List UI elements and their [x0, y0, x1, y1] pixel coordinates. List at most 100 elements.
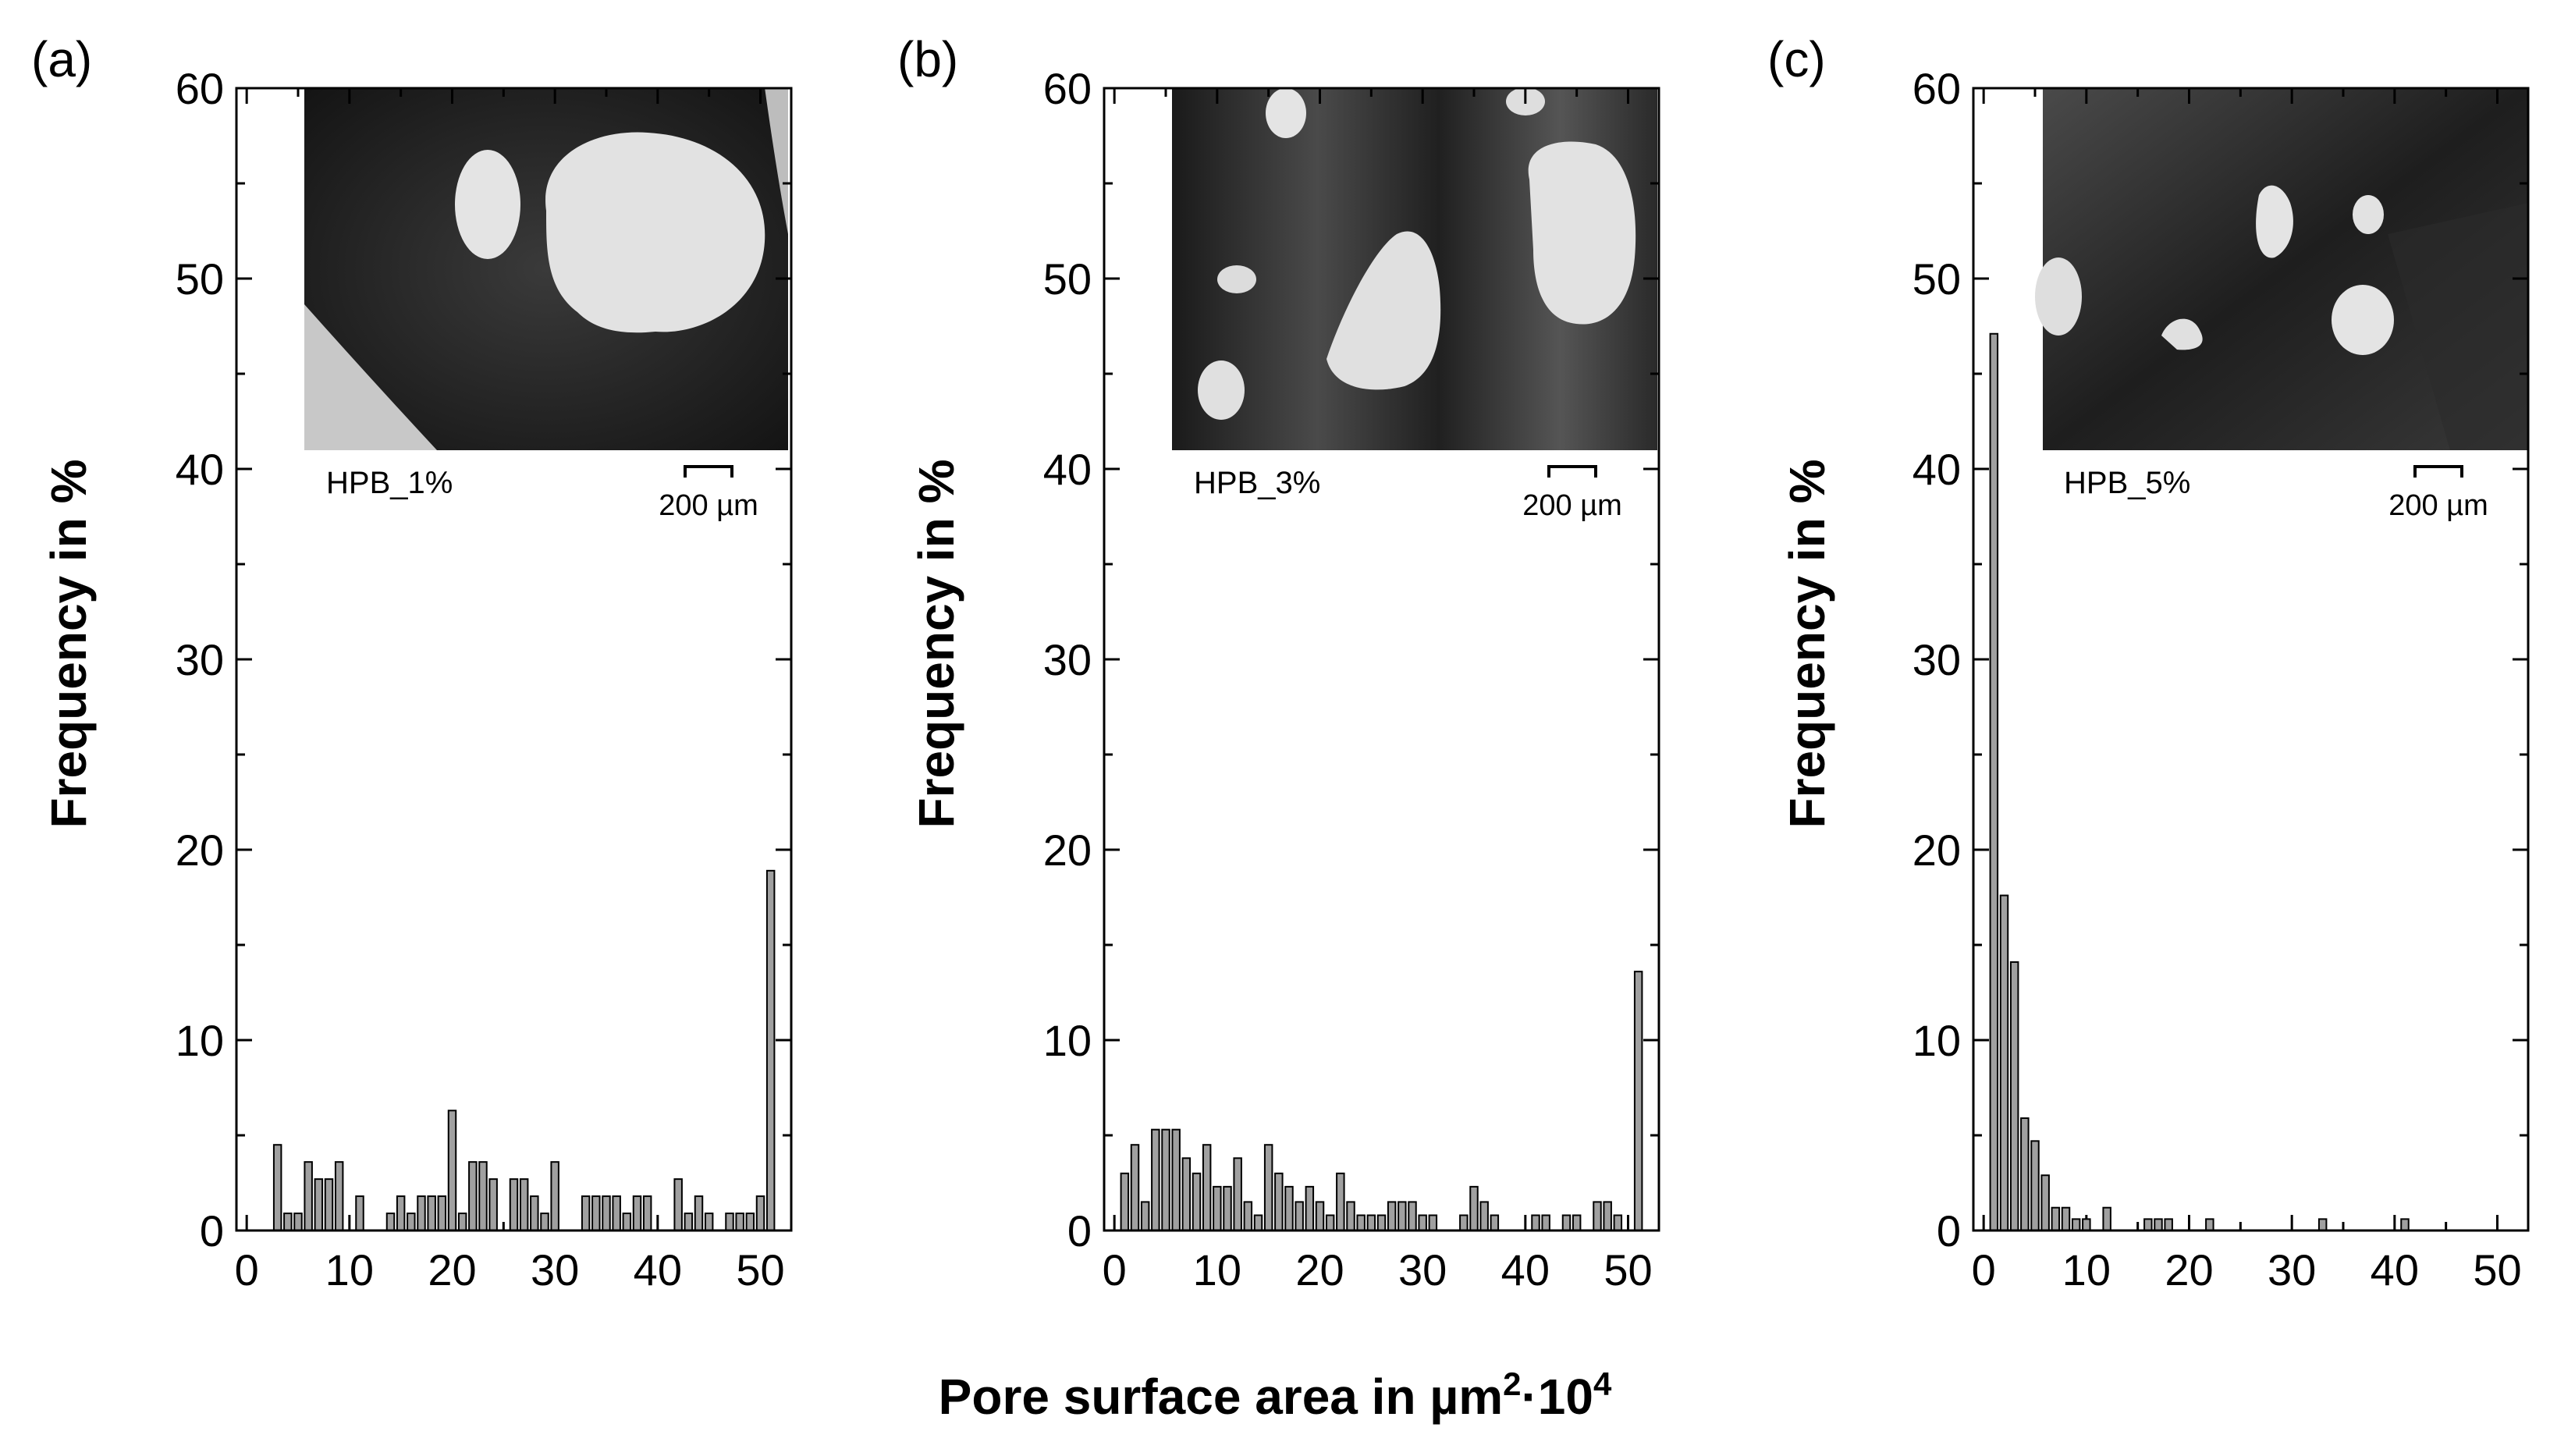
y-tick-label: 40: [176, 445, 224, 494]
histogram-bar: [1263, 1144, 1273, 1231]
histogram-bar: [591, 1195, 601, 1231]
histogram-bar: [1274, 1172, 1284, 1232]
inset-sample-label: HPB_3%: [1194, 466, 1320, 500]
histogram-bar: [1633, 971, 1643, 1232]
x-tick-label: 20: [2165, 1245, 2213, 1294]
y-axis-label: Frequency in %: [1779, 460, 1835, 829]
y-ticks: 0 10 20 30 40 50 60: [1043, 64, 1659, 1255]
histogram-bar: [385, 1213, 396, 1232]
histogram-bar: [427, 1195, 436, 1231]
histogram-bar: [1161, 1128, 1170, 1232]
bars: [1989, 332, 2410, 1232]
y-tick-label: 30: [1043, 635, 1092, 684]
histogram-bar: [1603, 1201, 1612, 1232]
x-tick-label: 0: [235, 1245, 259, 1294]
histogram-bar: [396, 1195, 406, 1231]
x-tick-label: 10: [325, 1245, 374, 1294]
histogram-bar: [1284, 1185, 1294, 1232]
histogram-bar: [1233, 1157, 1242, 1232]
axes-frame: [1103, 87, 1660, 1232]
micrograph-inset: [1172, 87, 1657, 450]
histogram-bar: [1305, 1185, 1315, 1232]
histogram-bar: [2040, 1174, 2050, 1231]
histogram-bar: [550, 1161, 559, 1232]
x-tick-label: 20: [428, 1245, 476, 1294]
histogram-bar: [642, 1195, 652, 1231]
histogram-bar: [1376, 1214, 1387, 1231]
histogram-bar: [735, 1213, 744, 1232]
y-tick-label: 60: [176, 64, 224, 113]
bars: [272, 869, 776, 1232]
histogram-bar: [2400, 1218, 2410, 1231]
histogram-bar: [755, 1195, 765, 1231]
histogram-bar: [447, 1110, 457, 1232]
histogram-bar: [704, 1213, 714, 1232]
x-tick-label: 50: [1604, 1245, 1652, 1294]
histogram-bar: [468, 1161, 478, 1232]
histogram-bar: [1181, 1157, 1192, 1232]
x-tick-label: 40: [2371, 1245, 2419, 1294]
histogram-bar: [509, 1178, 519, 1231]
histogram-bar: [283, 1213, 293, 1232]
histogram-bar: [1295, 1201, 1304, 1232]
x-title-mid: ·10: [1521, 1369, 1593, 1425]
scale-bar: [1547, 465, 1597, 478]
inset-sample-label: HPB_1%: [326, 466, 453, 500]
micrograph-inset: [2035, 87, 2528, 450]
histogram-bar: [1387, 1201, 1397, 1232]
histogram-bar: [2071, 1218, 2081, 1231]
inset-sample-label: HPB_5%: [2064, 466, 2190, 500]
histogram-bar: [304, 1161, 313, 1232]
y-tick-label: 30: [1912, 635, 1961, 684]
x-tick-label: 0: [1972, 1245, 1996, 1294]
histogram-bar: [1561, 1214, 1572, 1231]
y-tick-label: 10: [1043, 1016, 1092, 1065]
y-ticks: 0 10 20 30 40 50 60: [176, 64, 791, 1255]
histogram-bar: [632, 1195, 642, 1231]
histogram-bar: [1418, 1214, 1427, 1231]
histogram-bar: [1490, 1214, 1500, 1231]
histogram-bar: [2030, 1140, 2040, 1231]
histogram-bar: [1253, 1214, 1263, 1231]
x-tick-label: 50: [736, 1245, 784, 1294]
histogram-bar: [1541, 1214, 1550, 1231]
histogram-bar: [2317, 1218, 2328, 1231]
histogram-bar: [457, 1213, 467, 1232]
histogram-bar: [1459, 1214, 1469, 1231]
x-ticks: 0 10 20 30 40 50: [1972, 88, 2522, 1294]
x-tick-label: 20: [1295, 1245, 1344, 1294]
histogram-bar: [407, 1213, 416, 1232]
histogram-bar: [602, 1195, 611, 1231]
histogram-bar: [1989, 332, 1999, 1231]
histogram-bar: [488, 1178, 498, 1231]
histogram-bar: [1325, 1214, 1335, 1231]
histogram-bar: [1151, 1128, 1160, 1232]
histogram-bar: [334, 1161, 344, 1232]
x-axis-title: Pore surface area in µm2·104: [939, 1365, 1612, 1425]
y-axis-label: Frequency in %: [908, 460, 964, 829]
histogram-bar: [673, 1178, 683, 1231]
scale-bar-label: 200 µm: [1522, 489, 1622, 522]
histogram-bar: [1171, 1128, 1181, 1232]
histogram-bar: [622, 1213, 632, 1232]
histogram-bar: [540, 1213, 549, 1232]
histogram-bar: [612, 1195, 621, 1231]
panel-label: (a): [31, 31, 92, 87]
x-tick-label: 30: [531, 1245, 579, 1294]
histogram-bar: [519, 1178, 529, 1231]
histogram-bar: [1243, 1201, 1253, 1232]
histogram-bar: [355, 1195, 364, 1231]
histogram-bar: [1428, 1214, 1438, 1231]
histogram-bar: [1398, 1201, 1407, 1232]
histogram-bar: [1336, 1172, 1345, 1232]
histogram-bar: [2102, 1206, 2111, 1231]
y-tick-label: 30: [176, 635, 224, 684]
axes-frame: [235, 87, 793, 1232]
histogram-bar: [745, 1213, 755, 1232]
y-tick-label: 60: [1912, 64, 1961, 113]
y-tick-label: 60: [1043, 64, 1092, 113]
x-title-base: Pore surface area in µm: [939, 1369, 1503, 1425]
scale-bar-label: 200 µm: [2388, 489, 2488, 522]
histogram-bar: [1593, 1201, 1602, 1232]
